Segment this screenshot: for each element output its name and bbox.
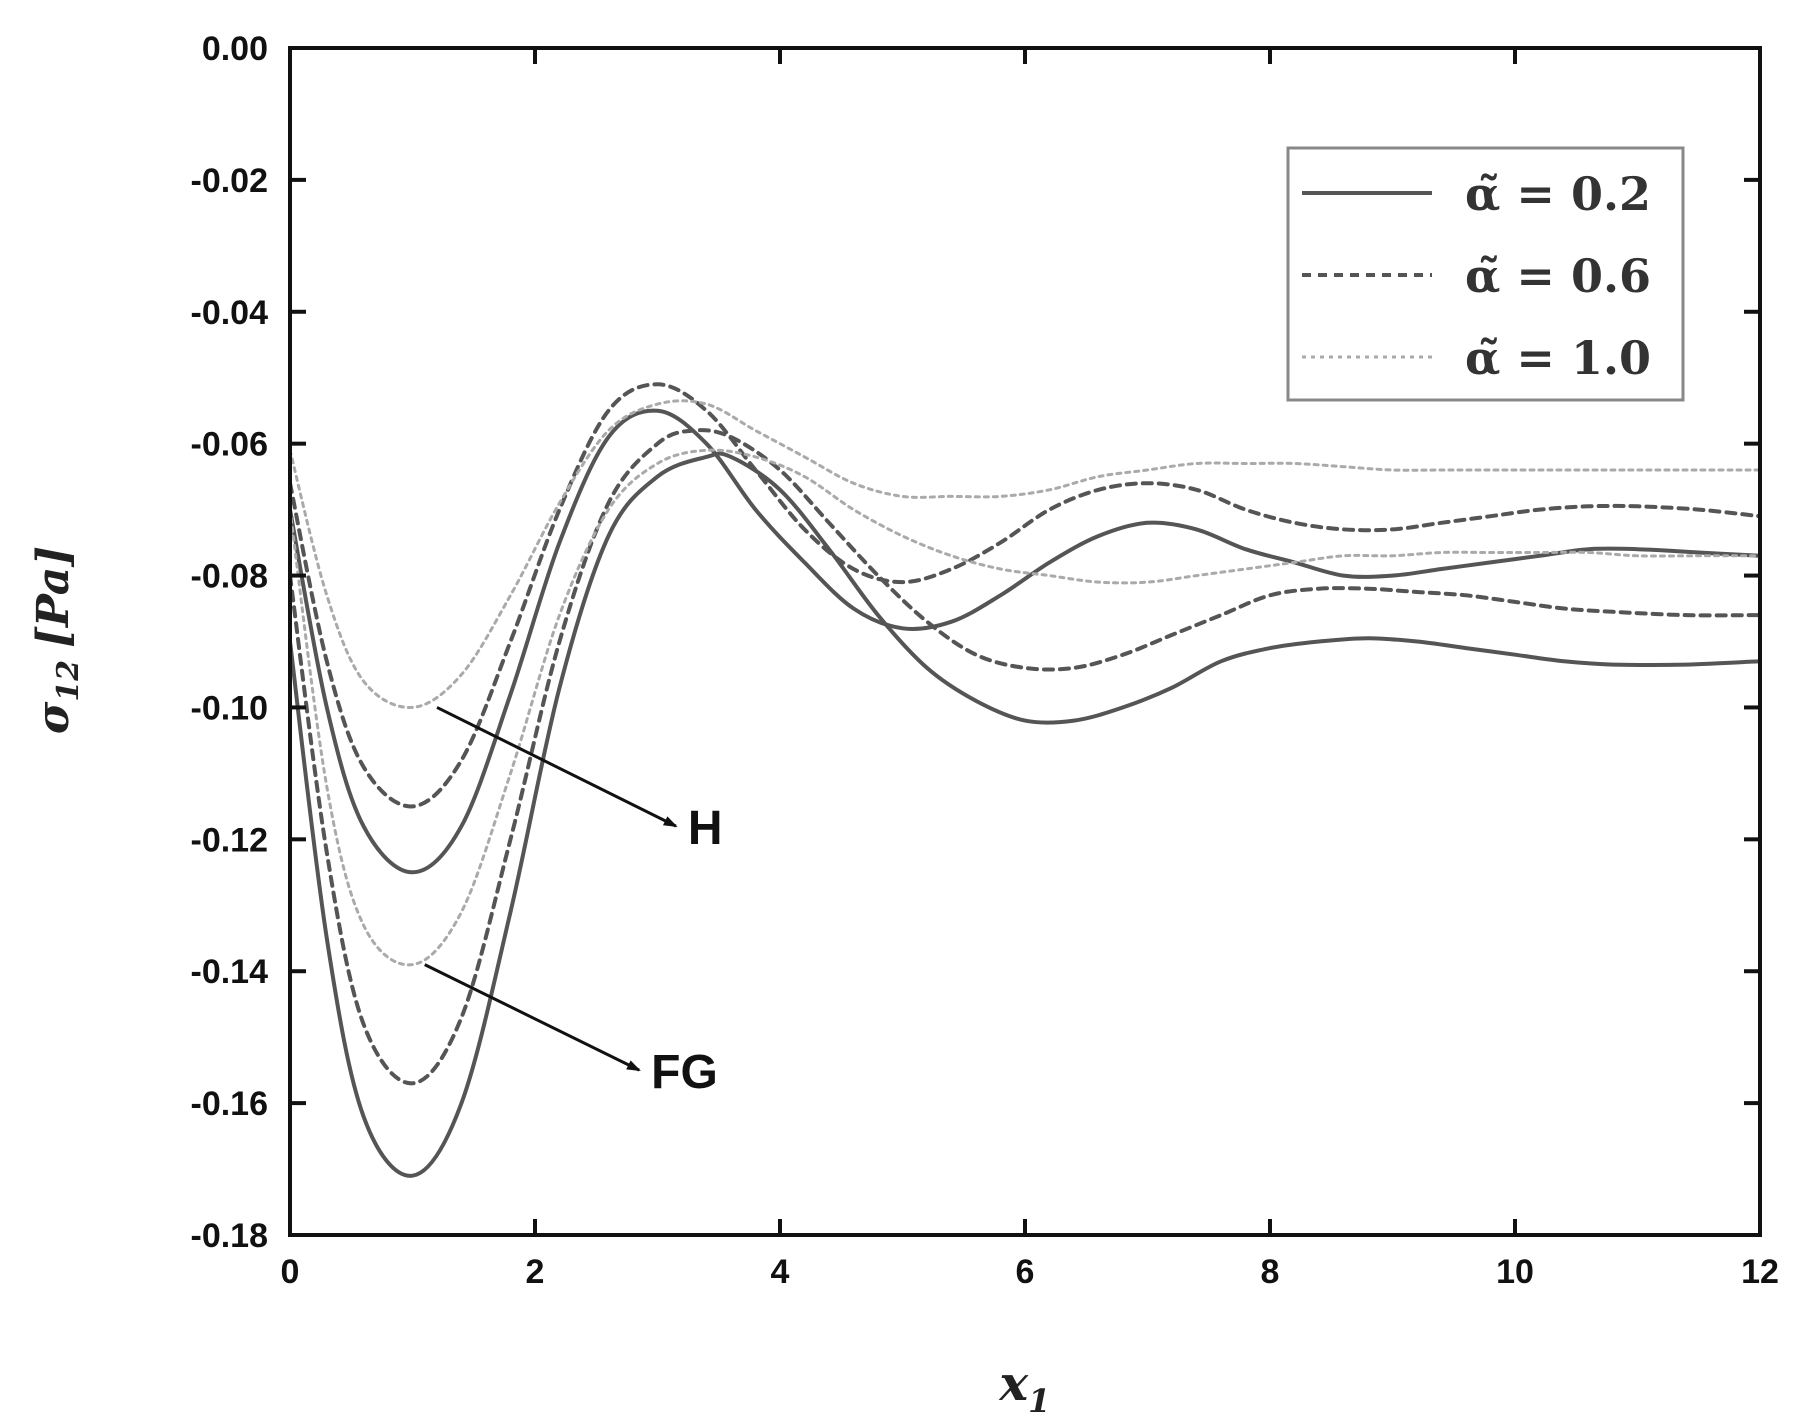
y-tick-label: -0.18 bbox=[191, 1217, 269, 1255]
series-line-fg-dashed bbox=[288, 428, 1762, 1086]
y-tick-label: -0.10 bbox=[191, 689, 269, 727]
annotation-label-h: H bbox=[688, 802, 723, 855]
series-line-h-solid bbox=[288, 408, 1762, 875]
y-tick-label: -0.06 bbox=[191, 426, 269, 464]
y-tick-label: -0.08 bbox=[191, 558, 269, 596]
x-tick-label: 12 bbox=[1741, 1253, 1779, 1291]
series-layer bbox=[288, 382, 1762, 1178]
y-tick-label: -0.12 bbox=[191, 821, 269, 859]
annotation-arrow-fg bbox=[424, 963, 641, 1072]
annotation-arrow-h bbox=[436, 706, 678, 828]
y-tick-label: 0.00 bbox=[202, 30, 268, 68]
x-tick-label: 8 bbox=[1261, 1253, 1280, 1291]
legend-label-0: α̃ = 0.2 bbox=[1465, 167, 1651, 221]
x-axis-label: x1 bbox=[999, 1356, 1051, 1420]
x-tick-label: 2 bbox=[526, 1253, 545, 1291]
series-line-fg-dotted bbox=[288, 448, 1762, 967]
x-tick-label: 0 bbox=[281, 1253, 300, 1291]
x-tick-label: 6 bbox=[1016, 1253, 1035, 1291]
y-axis-label: σ12[Pa] bbox=[28, 546, 86, 734]
series-line-h-dotted bbox=[288, 399, 1762, 709]
series-line-fg-solid bbox=[288, 451, 1762, 1178]
annotation-layer: H FG bbox=[424, 706, 723, 1099]
legend-label-1: α̃ = 0.6 bbox=[1465, 249, 1651, 303]
y-tick-label: -0.02 bbox=[191, 162, 269, 200]
y-tick-label: -0.14 bbox=[191, 953, 269, 991]
legend: α̃ = 0.2 α̃ = 0.6 α̃ = 1.0 bbox=[1286, 146, 1685, 402]
x-tick-label: 10 bbox=[1496, 1253, 1534, 1291]
annotation-label-fg: FG bbox=[651, 1046, 718, 1099]
ticks-layer: 0 2 4 6 8 10 12 0.00 -0.02 -0.04 -0.06 -0.08 -0.10 -0… bbox=[191, 30, 1779, 1291]
x-tick-label: 4 bbox=[771, 1253, 790, 1291]
y-tick-label: -0.04 bbox=[191, 294, 269, 332]
legend-label-2: α̃ = 1.0 bbox=[1465, 331, 1651, 385]
y-tick-label: -0.16 bbox=[191, 1085, 269, 1123]
series-line-h-dashed bbox=[288, 382, 1762, 809]
